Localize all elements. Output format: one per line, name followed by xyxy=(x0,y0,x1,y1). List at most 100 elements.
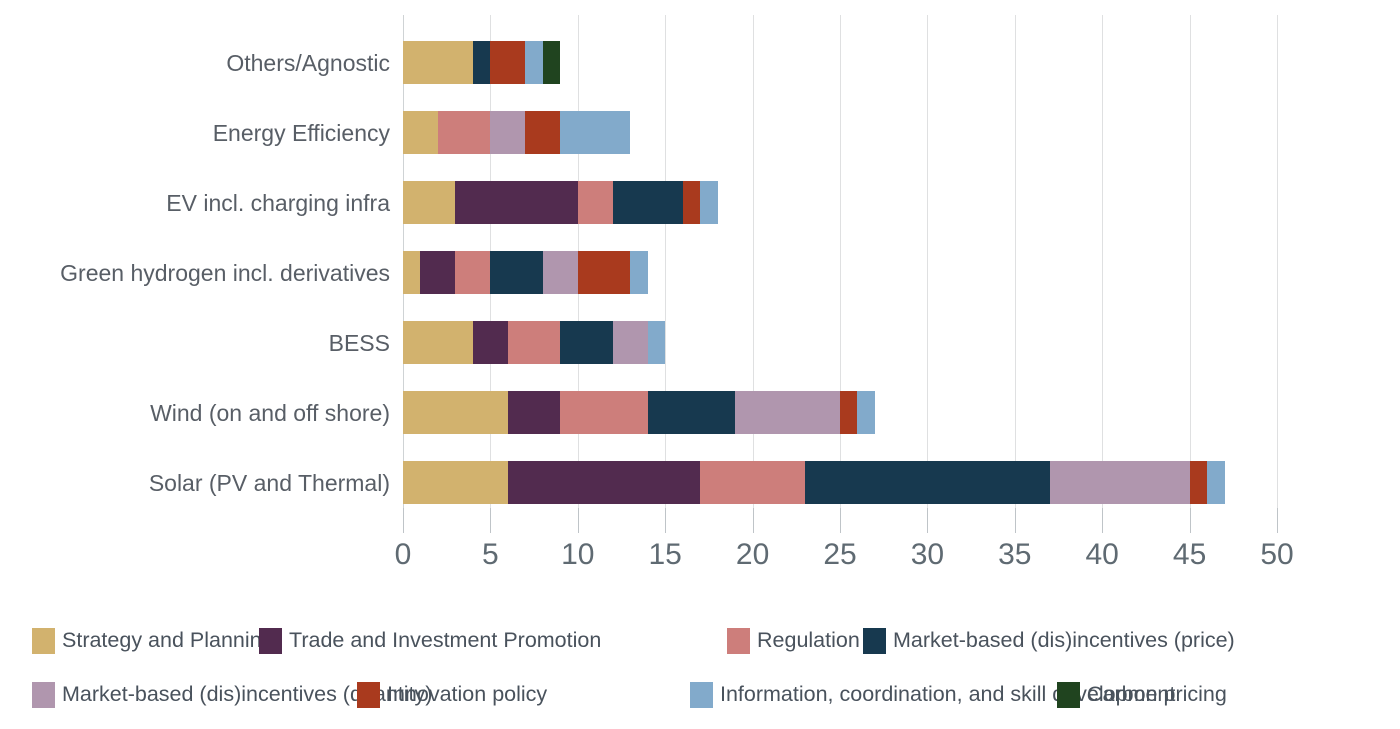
legend-label: Market-based (dis)incentives (price) xyxy=(893,628,1235,653)
axis-tick-20 xyxy=(752,508,754,533)
bar-segment xyxy=(507,321,561,364)
bar-segment xyxy=(403,461,508,504)
axis-tick-10 xyxy=(577,508,579,533)
gridline-x-50 xyxy=(1277,15,1278,508)
bar-segment xyxy=(857,391,875,434)
bar-segment xyxy=(612,321,648,364)
legend-item: Market-based (dis)incentives (price) xyxy=(863,628,1235,654)
bar-segment xyxy=(560,321,613,364)
category-label: Energy Efficiency xyxy=(212,119,390,146)
bar-segment xyxy=(490,41,526,84)
legend-label: Carbon pricing xyxy=(1087,682,1227,707)
category-label: Solar (PV and Thermal) xyxy=(148,469,390,496)
axis-tick-35 xyxy=(1014,508,1016,533)
legend-swatch-icon xyxy=(863,628,886,654)
axis-tick-5 xyxy=(490,508,492,533)
x-tick-label-10: 10 xyxy=(561,538,595,571)
category-label: Wind (on and off shore) xyxy=(150,399,390,426)
legend-item: Trade and Investment Promotion xyxy=(259,628,601,654)
bar-row xyxy=(403,321,666,364)
category-label: EV incl. charging infra xyxy=(166,189,390,216)
x-tick-label-30: 30 xyxy=(910,538,945,571)
x-tick-label-20: 20 xyxy=(735,538,770,571)
legend-label: Trade and Investment Promotion xyxy=(289,628,602,653)
bar-segment xyxy=(507,461,701,504)
bar-segment xyxy=(1189,461,1208,504)
axis-tick-25 xyxy=(840,508,841,533)
gridline-x-20 xyxy=(752,15,754,508)
gridline-x-35 xyxy=(1014,15,1016,508)
legend-label: Market-based (dis)incentives (quantity) xyxy=(62,682,433,707)
legend-label: Regulation xyxy=(757,628,860,653)
x-tick-label-0: 0 xyxy=(394,538,412,571)
legend-label: Innovation policy xyxy=(387,682,548,707)
bar-segment xyxy=(403,321,473,364)
axis-tick-30 xyxy=(927,508,929,533)
x-tick-label-45: 45 xyxy=(1172,538,1207,571)
bar-segment xyxy=(507,391,561,434)
category-label: BESS xyxy=(328,329,390,356)
bar-segment xyxy=(472,321,508,364)
bar-row xyxy=(403,391,875,434)
legend-swatch-icon xyxy=(32,628,55,654)
bar-segment xyxy=(647,321,666,364)
bar-segment xyxy=(420,251,456,294)
gridline-x-25 xyxy=(840,15,841,508)
bar-segment xyxy=(700,181,718,224)
gridline-x-40 xyxy=(1102,15,1104,508)
bar-segment xyxy=(403,41,473,84)
x-tick-label-15: 15 xyxy=(648,538,682,571)
bar-segment xyxy=(525,111,561,154)
bar-segment xyxy=(403,111,438,154)
bar-segment xyxy=(403,251,421,294)
bar-segment xyxy=(490,251,543,294)
legend-swatch-icon xyxy=(1057,682,1080,708)
legend-swatch-icon xyxy=(32,682,55,708)
bar-segment xyxy=(437,111,491,154)
bar-segment xyxy=(472,41,491,84)
bar-row xyxy=(403,461,1225,504)
bar-segment xyxy=(525,41,543,84)
bar-segment xyxy=(542,41,561,84)
axis-tick-50 xyxy=(1277,508,1278,533)
bar-segment xyxy=(403,391,508,434)
axis-tick-45 xyxy=(1189,508,1191,533)
bar-segment xyxy=(455,181,578,224)
bar-segment xyxy=(700,461,806,504)
bar-segment xyxy=(647,391,736,434)
legend-swatch-icon xyxy=(259,628,282,654)
category-label: Others/Agnostic xyxy=(226,49,390,76)
gridline-x-15 xyxy=(665,15,667,508)
bar-row xyxy=(403,41,561,84)
legend-swatch-icon xyxy=(727,628,750,654)
bar-segment xyxy=(490,111,526,154)
legend-item: Strategy and Planning xyxy=(32,628,274,654)
gridline-x-30 xyxy=(927,15,929,508)
bar-segment xyxy=(577,251,631,294)
bar-segment xyxy=(805,461,1050,504)
bar-segment xyxy=(612,181,683,224)
bar-segment xyxy=(630,251,648,294)
bar-segment xyxy=(1049,461,1190,504)
legend-label: Strategy and Planning xyxy=(62,628,274,653)
bar-segment xyxy=(577,181,613,224)
bar-row xyxy=(403,181,718,224)
legend-item: Regulation xyxy=(727,628,860,654)
bar-row xyxy=(403,111,631,154)
gridline-x-45 xyxy=(1189,15,1191,508)
legend-swatch-icon xyxy=(690,682,713,708)
bar-segment xyxy=(839,391,858,434)
bar-segment xyxy=(455,251,491,294)
bar-segment xyxy=(560,391,648,434)
bar-segment xyxy=(542,251,578,294)
legend-item: Carbon pricing xyxy=(1057,682,1227,708)
x-tick-label-25: 25 xyxy=(823,538,857,571)
bar-segment xyxy=(682,181,701,224)
bar-segment xyxy=(403,181,456,224)
x-tick-label-40: 40 xyxy=(1085,538,1119,571)
bar-segment xyxy=(560,111,631,154)
bar-segment xyxy=(1207,461,1225,504)
x-tick-label-35: 35 xyxy=(998,538,1032,571)
axis-tick-15 xyxy=(665,508,667,533)
legend-item: Innovation policy xyxy=(357,682,547,708)
